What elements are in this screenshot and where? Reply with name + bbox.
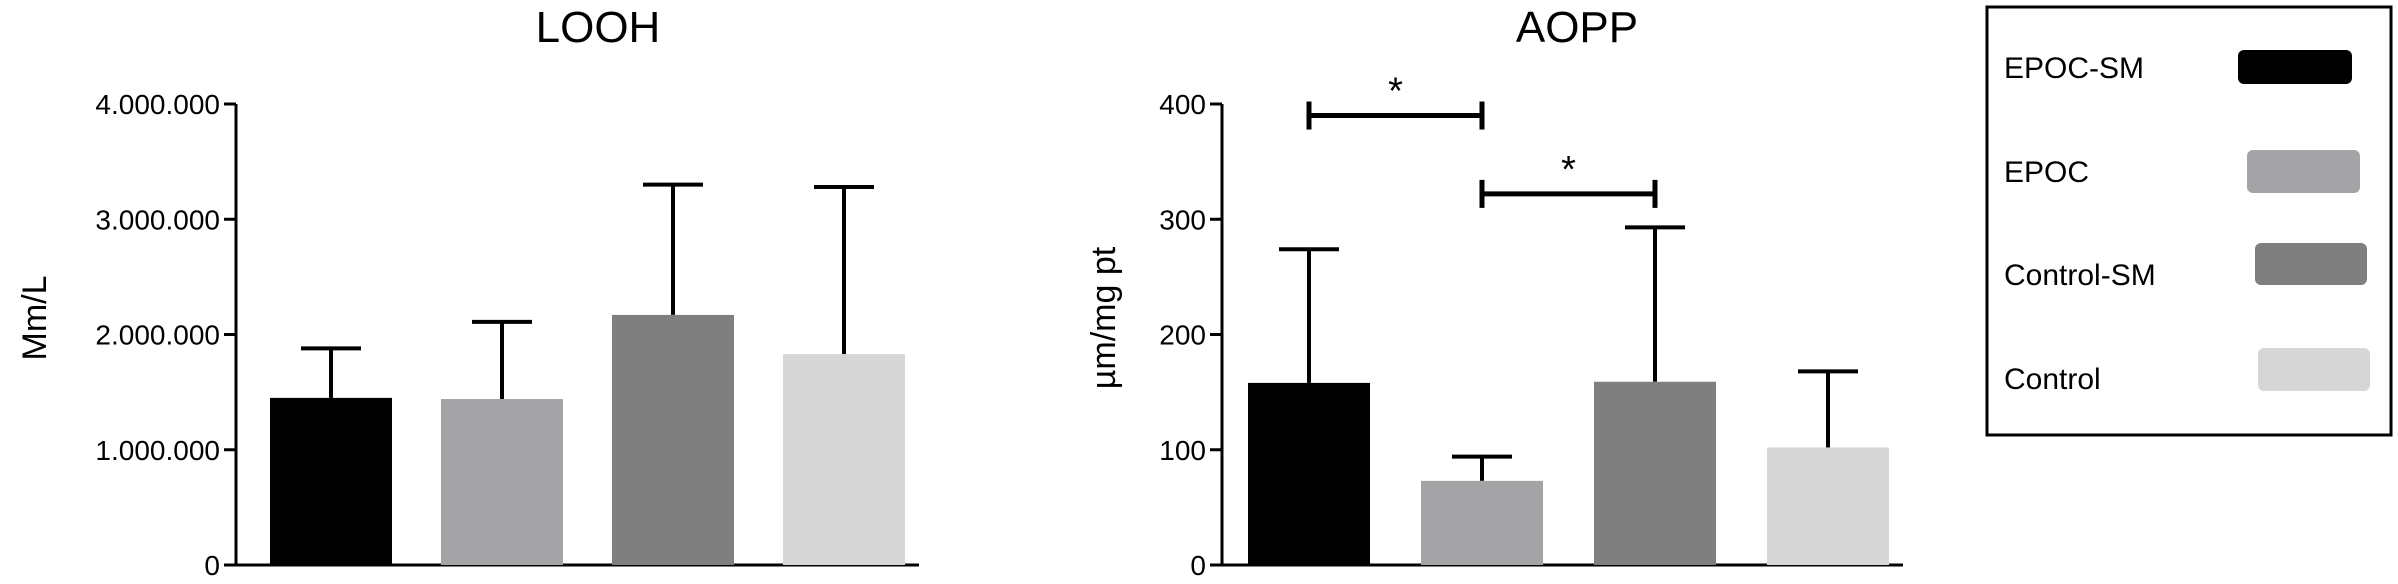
significance-star: * — [1561, 149, 1576, 191]
bar-control-sm — [1594, 381, 1716, 565]
y-tick-label: 3.000.000 — [95, 204, 220, 235]
y-tick-label: 0 — [1190, 550, 1206, 579]
legend-swatch-epoc-sm — [2238, 50, 2352, 84]
chart-title: LOOH — [536, 3, 661, 52]
legend-label-control: Control — [2004, 363, 2101, 396]
legend-label-epoc: EPOC — [2004, 156, 2089, 189]
bar-control-sm — [612, 314, 734, 565]
y-tick-label: 400 — [1159, 89, 1206, 120]
y-tick-label: 4.000.000 — [95, 89, 220, 120]
legend-swatch-epoc — [2247, 150, 2360, 193]
bar-epoc-sm — [1248, 382, 1370, 565]
bar-epoc — [441, 399, 563, 565]
bar-epoc — [1421, 480, 1543, 565]
y-tick-label: 100 — [1159, 435, 1206, 466]
legend-label-control-sm: Control-SM — [2004, 259, 2156, 292]
y-tick-label: 1.000.000 — [95, 435, 220, 466]
bar-control — [783, 354, 905, 565]
y-axis-label: µm/mg pt — [1085, 246, 1123, 389]
legend-swatch-control-sm — [2255, 243, 2367, 285]
legend-swatch-control — [2258, 348, 2370, 391]
y-tick-label: 300 — [1159, 204, 1206, 235]
y-tick-label: 2.000.000 — [95, 320, 220, 351]
y-axis-label: Mm/L — [16, 276, 54, 361]
legend-label-epoc-sm: EPOC-SM — [2004, 52, 2144, 85]
y-tick-label: 200 — [1159, 320, 1206, 351]
chart-title: AOPP — [1516, 3, 1638, 52]
significance-star: * — [1388, 71, 1403, 113]
bar-control — [1767, 447, 1889, 565]
y-tick-label: 0 — [204, 550, 220, 579]
bar-epoc-sm — [270, 397, 392, 565]
